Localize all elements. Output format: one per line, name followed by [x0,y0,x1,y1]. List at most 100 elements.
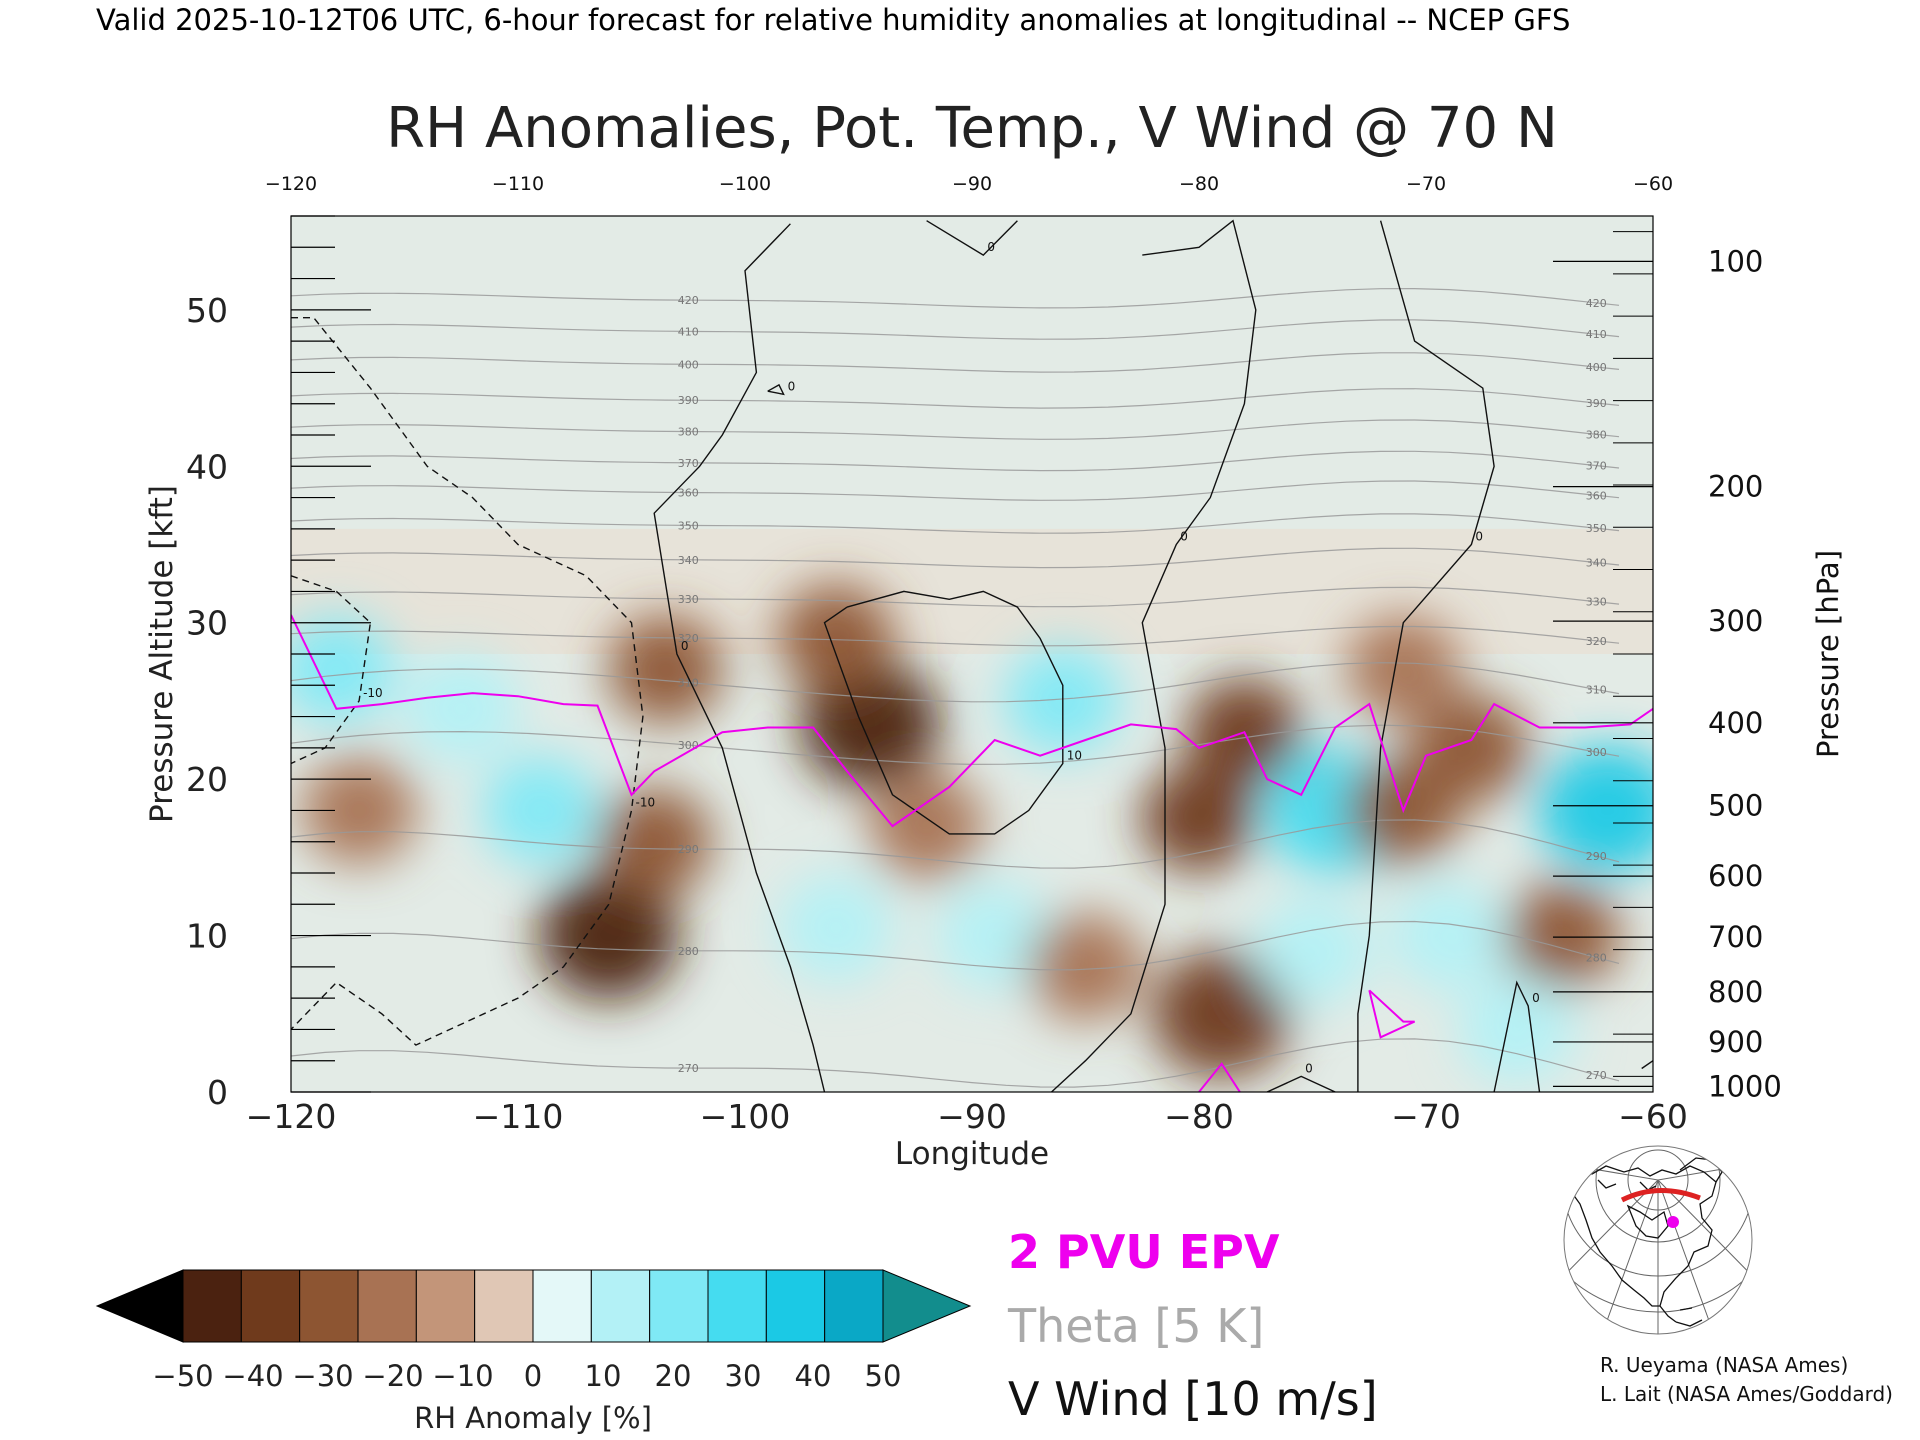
pressure-tick-label-700: 700 [1708,920,1763,954]
rh-cell-3 [482,756,599,865]
theta-label-420: 420 [678,294,699,307]
pv-line-main [291,614,1653,828]
rh-cell-2 [291,615,395,724]
theta-label-360: 360 [678,487,699,500]
x-tick-label-2: −100 [700,1097,791,1136]
theta-contours: 270 270 280 280 290 290 300 300 310 310 320 320 330 3… [291,287,1620,1088]
rh-cell-10 [777,873,894,982]
rh-cell-6 [607,615,724,724]
wind-label-10: -10 [363,686,383,700]
pressure-tick-label-1000: 1000 [1708,1069,1782,1103]
theta-label-right-400: 400 [1586,361,1607,374]
colorbar-cell-1 [240,1269,301,1343]
wind-label-6: 0 [788,379,796,393]
pressure-tick-label-600: 600 [1708,859,1763,893]
colorbar-tick-7: 20 [655,1359,692,1393]
colorbar-tick-6: 10 [585,1359,622,1393]
wind-contour-10 [291,575,372,765]
legend-theta: Theta [5 K] [1007,1299,1264,1353]
wind-label-8: 10 [1067,749,1082,763]
rh-cell-11 [936,881,1053,990]
rh-cell-18 [1254,897,1371,1006]
top-tick-label-6: −60 [1633,173,1673,195]
top-tick-label-4: −80 [1179,173,1219,195]
theta-label-330: 330 [678,593,699,606]
theta-line-270 [291,1038,1620,1088]
wind-label-5: 0 [1532,991,1540,1005]
wind-contour-3 [1357,220,1495,1092]
wind-contour-2 [1051,219,1257,1092]
y-right-axis-label: Pressure [hPa] [1811,550,1845,758]
pressure-tick-label-900: 900 [1708,1025,1763,1059]
theta-label-380: 380 [678,426,699,439]
pv-line-small [1368,989,1416,1039]
theta-label-310: 310 [678,677,699,690]
colorbar-ticks: −50 −40 −30 −20 −10 0 10 20 30 40 50 [152,1359,901,1393]
theta-line-360 [291,480,1620,501]
theta-label-right-320: 320 [1586,635,1607,648]
theta-label-270: 270 [678,1062,699,1075]
legend-pv: 2 PVU EPV [1008,1225,1280,1279]
theta-label-right-420: 420 [1586,297,1607,310]
theta-line-370 [291,450,1620,472]
theta-label-290: 290 [678,843,699,856]
wind-label-4: 0 [1305,1061,1313,1075]
pressure-tick-label-300: 300 [1708,604,1763,638]
pv-lines [291,614,1653,1092]
colorbar-cell-9 [707,1269,767,1343]
top-axis-ticks: −120 −110 −100 −90 −80 −70 −60 [265,173,1673,195]
rh-cell-22 [1537,746,1653,875]
pressure-tick-label-500: 500 [1708,789,1763,823]
x-tick-label-4: −80 [1164,1097,1234,1136]
wind-contour-4 [1266,1075,1336,1092]
rh-cell-23 [1504,881,1621,990]
theta-label-right-340: 340 [1586,557,1607,570]
theta-line-420 [291,287,1620,309]
y-tick-label-2: 20 [186,760,228,799]
left-tick-marks [291,215,371,1093]
theta-label-right-280: 280 [1586,952,1607,965]
top-tick-label-3: −90 [952,173,992,195]
pressure-axis-ticks: 100 200 300 400 500 600 700 800 900 1000 [1708,244,1782,1103]
top-tick-label-5: −70 [1406,173,1446,195]
wind-contour-6 [767,383,785,396]
theta-label-right-390: 390 [1586,397,1607,410]
colorbar-cell-5 [474,1269,534,1343]
wind-contour-1 [926,220,1018,256]
colorbar-tick-3: −20 [362,1359,423,1393]
theta-line-290 [291,819,1620,869]
colorbar-cell-3 [357,1269,417,1343]
legend-wind: V Wind [10 m/s] [1008,1372,1378,1426]
top-tick-label-1: −110 [492,173,544,195]
rh-cell-0 [301,756,418,865]
theta-line-380 [291,419,1620,440]
colorbar-tick-4: −10 [432,1359,493,1393]
y-tick-label-5: 50 [186,291,228,330]
theta-label-right-370: 370 [1586,460,1607,473]
theta-label-370: 370 [678,457,699,470]
rh-cell-15 [1151,949,1292,1078]
theta-label-340: 340 [678,554,699,567]
rh-cell-1 [403,654,520,763]
theta-line-390 [291,388,1620,409]
latitude-70n-path [1620,1188,1701,1203]
header-text: Valid 2025-10-12T06 UTC, 6-hour forecast… [96,3,1570,37]
wind-contour-9 [291,317,644,1046]
theta-line-330 [291,586,1620,608]
x-tick-label-0: −120 [246,1097,337,1136]
colorbar-cell-10 [765,1269,826,1343]
colorbar-tick-10: 50 [865,1359,902,1393]
theta-label-right-310: 310 [1586,684,1607,697]
theta-label-400: 400 [678,358,699,371]
colorbar-cell-2 [299,1269,359,1343]
colorbar-tick-5: 0 [524,1359,542,1393]
map-graticule [1564,1146,1752,1334]
theta-label-right-330: 330 [1586,596,1607,609]
theta-label-right-360: 360 [1586,489,1607,502]
wind-label-9: -10 [636,795,656,809]
pressure-tick-label-400: 400 [1708,706,1763,740]
theta-label-280: 280 [678,945,699,958]
plot-area: 270 270 280 280 290 290 300 300 310 310 320 320 330 3… [290,215,1654,1093]
x-tick-label-1: −110 [473,1097,564,1136]
